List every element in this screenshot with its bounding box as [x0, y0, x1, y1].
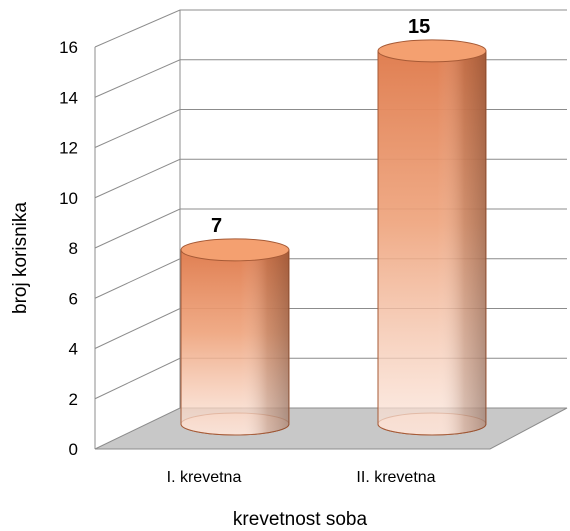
y-axis-title: broj korisnika	[10, 202, 31, 314]
category-label-2: II. krevetna	[356, 469, 435, 486]
y-tick-label: 16	[59, 38, 78, 57]
y-tick-label: 0	[69, 440, 78, 459]
data-label-2: 15	[408, 16, 430, 38]
y-tick-label: 8	[69, 239, 78, 258]
gridline	[94, 109, 567, 148]
category-label-1: I. krevetna	[167, 469, 242, 486]
y-tick-label: 6	[69, 289, 78, 308]
y-tick-label: 10	[59, 189, 78, 208]
bar-2: 15	[377, 16, 487, 436]
data-label-1: 7	[211, 215, 222, 237]
y-tick-label: 14	[59, 88, 78, 107]
bars: 7 15	[180, 16, 487, 436]
gridline	[94, 9, 567, 48]
y-tick-label: 12	[59, 139, 78, 158]
gridline	[94, 357, 567, 400]
y-tick-labels: 0 2 4 6 8 10 12 14 16	[59, 38, 78, 459]
gridlines	[94, 9, 567, 400]
gridline	[94, 158, 567, 199]
gridline	[94, 59, 567, 98]
bar-shading	[181, 249, 289, 435]
bar-top	[180, 238, 290, 262]
y-tick-label: 4	[69, 340, 78, 359]
gridline	[94, 258, 567, 299]
bar-top	[377, 39, 487, 63]
gridline	[94, 208, 567, 249]
chart-floor	[94, 407, 568, 450]
x-axis-title: krevetnost soba	[233, 509, 368, 530]
bar-1: 7	[180, 215, 290, 436]
gridline	[94, 308, 567, 349]
bar-shading	[378, 50, 486, 435]
y-tick-label: 2	[69, 390, 78, 409]
